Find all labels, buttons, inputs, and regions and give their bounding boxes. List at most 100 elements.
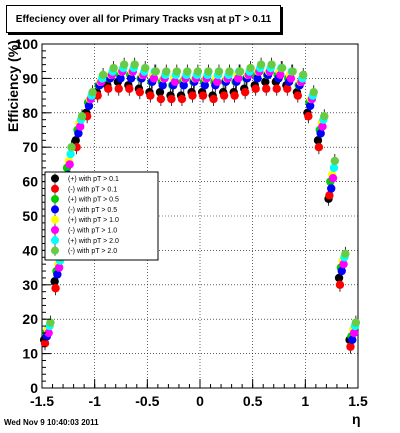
legend-entry: (+) with pT > 0.5 [68, 197, 119, 204]
data-point [66, 149, 75, 159]
data-point [40, 339, 50, 348]
data-point [214, 67, 224, 76]
data-point [200, 81, 210, 90]
data-point [193, 67, 203, 76]
data-point [53, 270, 62, 279]
series-2 [40, 84, 355, 351]
data-point [209, 94, 218, 104]
data-point [167, 94, 176, 104]
legend-marker [51, 205, 59, 214]
data-point [155, 87, 165, 97]
x-axis-label: η [352, 411, 361, 427]
data-point [305, 101, 315, 111]
y-axis-label: Efficiency (%) [5, 40, 21, 132]
data-point [288, 67, 297, 76]
data-point [313, 136, 323, 145]
data-point [149, 74, 159, 83]
data-point [276, 70, 285, 80]
data-point [320, 112, 329, 121]
data-point [316, 129, 325, 138]
y-tick-label: 0 [30, 380, 38, 396]
data-point [98, 70, 108, 80]
y-tick-label: 80 [22, 105, 38, 121]
data-point [44, 328, 53, 338]
data-point [65, 160, 74, 169]
data-point [212, 77, 222, 87]
y-tick-labels: 0 10 20 30 40 50 60 70 80 90 100 [15, 36, 39, 396]
data-point [158, 81, 167, 90]
data-point [179, 81, 188, 90]
data-point [328, 173, 338, 183]
x-tick-label: -0.5 [135, 393, 159, 409]
data-point [339, 259, 348, 269]
data-point [71, 136, 80, 145]
data-point [314, 143, 324, 152]
data-points [39, 60, 361, 351]
data-point [267, 60, 276, 69]
legend-entry: (+) with pT > 1.0 [68, 217, 119, 224]
legend-marker [51, 246, 59, 255]
x-tick-label: -1 [88, 393, 101, 409]
data-point [188, 91, 197, 100]
legend-marker [51, 226, 59, 234]
chart-title: Effeciency over all for Primary Tracks v… [15, 13, 272, 25]
data-point [256, 60, 266, 69]
x-tick-label: -1.5 [30, 393, 54, 409]
data-point [109, 63, 118, 73]
data-point [114, 84, 123, 93]
data-point [304, 112, 313, 121]
data-point [351, 318, 361, 327]
y-tick-label: 50 [22, 208, 38, 224]
y-tick-label: 20 [22, 311, 38, 327]
data-point [172, 67, 182, 76]
data-point [240, 87, 250, 97]
data-point [335, 280, 345, 289]
data-point [119, 60, 129, 69]
x-tick-label: 0 [196, 393, 204, 409]
legend-marker [51, 236, 59, 245]
data-point [50, 277, 59, 286]
data-point [329, 163, 339, 173]
data-point [126, 74, 136, 83]
data-point [253, 74, 262, 83]
data-point [349, 328, 359, 338]
data-point [141, 63, 150, 73]
data-point [330, 156, 340, 166]
data-point [230, 91, 239, 100]
legend-marker [51, 215, 59, 224]
data-point [74, 129, 83, 138]
data-point [325, 191, 334, 200]
y-tick-label: 30 [22, 277, 38, 293]
data-point [318, 122, 327, 131]
legend-entry: (-) with pT > 0.1 [68, 186, 117, 193]
data-point [334, 273, 344, 283]
legend-marker [51, 195, 59, 204]
axis-ticks [41, 43, 359, 389]
data-point [151, 67, 160, 76]
x-tick-label: 1.5 [348, 393, 368, 409]
data-point [204, 67, 213, 76]
legend-entry: (-) with pT > 2.0 [68, 248, 117, 255]
data-point [341, 249, 350, 259]
data-point [67, 143, 76, 152]
y-tick-label: 40 [22, 242, 38, 258]
data-point [76, 122, 85, 131]
data-point [337, 266, 346, 276]
x-tick-labels: -1.5 -1 -0.5 0 0.5 1 1.5 [30, 393, 368, 409]
data-point [283, 84, 292, 93]
x-tick-label: 0.5 [243, 393, 263, 409]
data-point [246, 63, 255, 73]
data-point [277, 63, 287, 73]
data-point [251, 84, 260, 93]
data-point [88, 87, 97, 97]
data-point [54, 263, 64, 272]
data-point [177, 94, 187, 104]
data-point [135, 87, 145, 97]
y-tick-label: 10 [22, 346, 38, 362]
data-point [293, 91, 303, 100]
legend-entry: (+) with pT > 2.0 [68, 238, 119, 245]
data-point [262, 84, 271, 93]
data-point [183, 67, 192, 76]
y-tick-label: 100 [15, 36, 39, 52]
